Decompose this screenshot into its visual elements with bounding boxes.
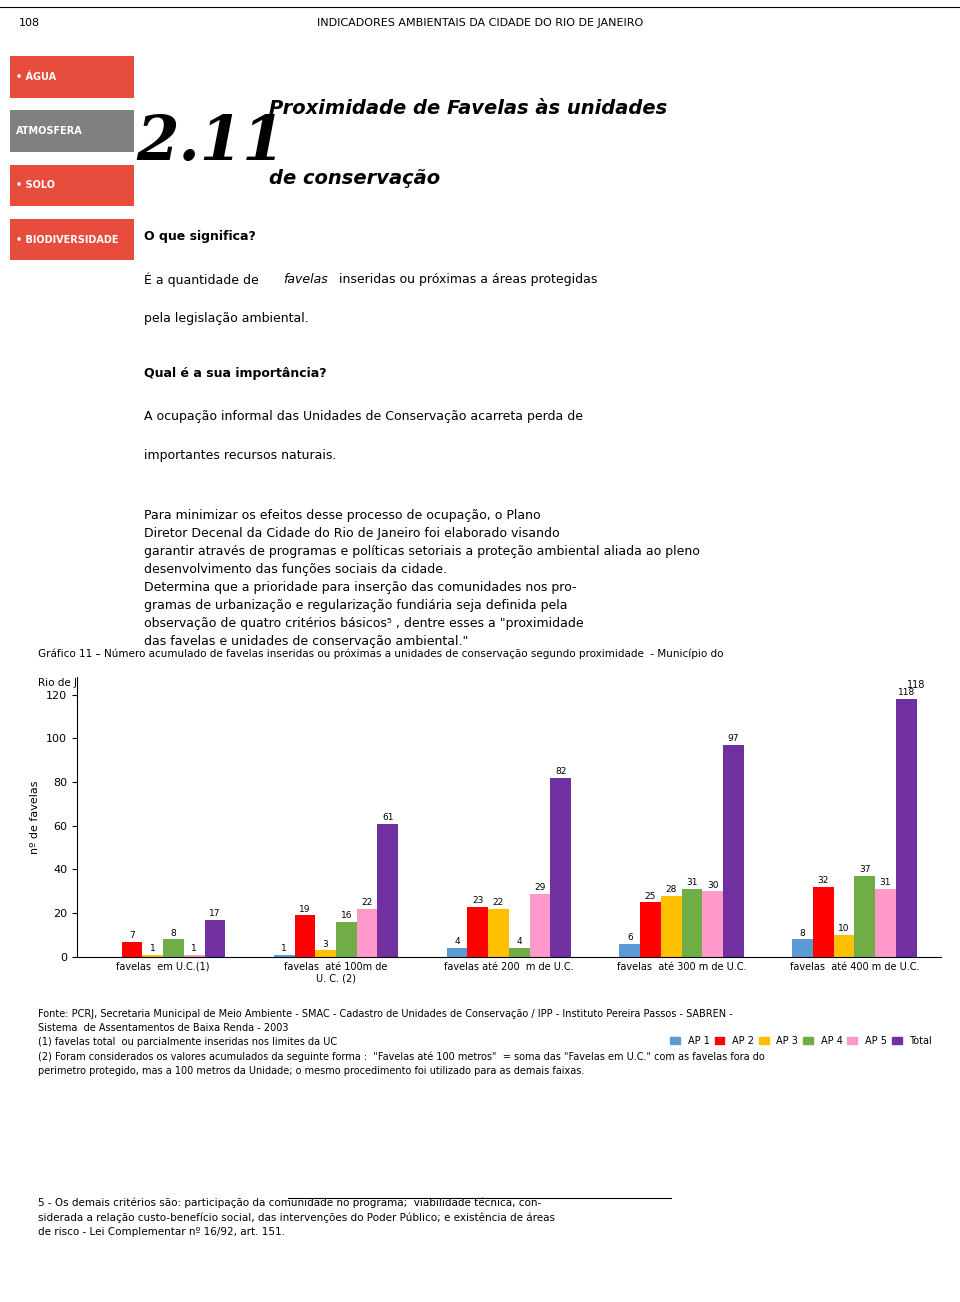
Bar bbox=[682, 889, 703, 957]
Y-axis label: nº de favelas: nº de favelas bbox=[31, 780, 40, 854]
Bar bbox=[530, 893, 550, 957]
Bar bbox=[295, 915, 315, 957]
Text: 3: 3 bbox=[323, 940, 328, 949]
Bar bbox=[204, 919, 226, 957]
Bar bbox=[142, 954, 163, 957]
Text: 19: 19 bbox=[300, 905, 311, 914]
Text: Fonte: PCRJ, Secretaria Municipal de Meio Ambiente - SMAC - Cadastro de Unidades: Fonte: PCRJ, Secretaria Municipal de Mei… bbox=[38, 1009, 765, 1075]
Bar bbox=[122, 941, 142, 957]
Text: 118: 118 bbox=[907, 680, 925, 690]
Bar bbox=[813, 887, 833, 957]
Text: 31: 31 bbox=[879, 879, 891, 888]
Text: 22: 22 bbox=[492, 898, 504, 907]
Text: INDICADORES AMBIENTAIS DA CIDADE DO RIO DE JANEIRO: INDICADORES AMBIENTAIS DA CIDADE DO RIO … bbox=[317, 18, 643, 27]
Bar bbox=[833, 935, 854, 957]
Text: 22: 22 bbox=[362, 898, 372, 907]
Text: 1: 1 bbox=[150, 944, 156, 953]
Text: de conservação: de conservação bbox=[269, 169, 440, 189]
Text: 37: 37 bbox=[859, 866, 871, 875]
Text: Rio de Janeiro – 2003.: Rio de Janeiro – 2003. bbox=[38, 678, 152, 687]
Text: É a quantidade de: É a quantidade de bbox=[144, 273, 263, 288]
Bar bbox=[357, 909, 377, 957]
Bar bbox=[509, 948, 530, 957]
Text: 1: 1 bbox=[281, 944, 287, 953]
Text: 4: 4 bbox=[454, 937, 460, 947]
Text: 97: 97 bbox=[728, 734, 739, 743]
Bar bbox=[896, 699, 917, 957]
Text: Gráfico 11 – Número acumulado de favelas inseridas ou próximas a unidades de con: Gráfico 11 – Número acumulado de favelas… bbox=[38, 648, 724, 659]
Text: 108: 108 bbox=[19, 18, 40, 27]
FancyBboxPatch shape bbox=[10, 56, 134, 98]
Bar bbox=[854, 876, 876, 957]
Bar bbox=[550, 777, 571, 957]
Text: 25: 25 bbox=[645, 892, 657, 901]
Bar bbox=[488, 909, 509, 957]
Bar bbox=[703, 892, 723, 957]
Text: 5 - Os demais critérios são: participação da comunidade no programa;  viabilidad: 5 - Os demais critérios são: participaçã… bbox=[38, 1198, 556, 1237]
Text: inseridas ou próximas a áreas protegidas: inseridas ou próximas a áreas protegidas bbox=[339, 273, 597, 286]
Text: 23: 23 bbox=[472, 896, 484, 905]
Text: A ocupação informal das Unidades de Conservação acarreta perda de: A ocupação informal das Unidades de Cons… bbox=[144, 410, 583, 423]
Text: 61: 61 bbox=[382, 812, 394, 822]
Text: 7: 7 bbox=[130, 931, 135, 940]
FancyBboxPatch shape bbox=[10, 219, 134, 260]
Text: 10: 10 bbox=[838, 924, 850, 934]
Bar bbox=[274, 954, 295, 957]
Legend: AP 1, AP 2, AP 3, AP 4, AP 5, Total: AP 1, AP 2, AP 3, AP 4, AP 5, Total bbox=[666, 1032, 936, 1051]
Text: 30: 30 bbox=[707, 880, 718, 889]
Bar bbox=[163, 940, 184, 957]
Text: 1: 1 bbox=[191, 944, 197, 953]
Text: 118: 118 bbox=[898, 689, 915, 697]
Text: 6: 6 bbox=[627, 934, 633, 943]
Text: 28: 28 bbox=[665, 885, 677, 894]
Bar bbox=[336, 922, 357, 957]
Text: 16: 16 bbox=[341, 911, 352, 921]
Text: importantes recursos naturais.: importantes recursos naturais. bbox=[144, 449, 336, 462]
Text: 32: 32 bbox=[818, 876, 829, 885]
Text: Qual é a sua importância?: Qual é a sua importância? bbox=[144, 367, 326, 380]
Text: 29: 29 bbox=[534, 883, 545, 892]
Bar bbox=[377, 824, 398, 957]
Bar bbox=[660, 896, 682, 957]
Text: Neste sentido, o indicador proposto visa acompanhar a principal
característica d: Neste sentido, o indicador proposto visa… bbox=[144, 733, 556, 781]
Text: • BIODIVERSIDADE: • BIODIVERSIDADE bbox=[15, 234, 118, 245]
Text: 8: 8 bbox=[800, 928, 805, 937]
Bar bbox=[640, 902, 660, 957]
FancyBboxPatch shape bbox=[10, 111, 134, 152]
Text: favelas: favelas bbox=[283, 273, 328, 286]
Bar bbox=[792, 940, 813, 957]
Text: pela legislação ambiental.: pela legislação ambiental. bbox=[144, 311, 309, 324]
Text: ATMOSFERA: ATMOSFERA bbox=[15, 126, 83, 137]
Bar bbox=[723, 745, 744, 957]
Bar bbox=[184, 954, 204, 957]
Text: • ÁGUA: • ÁGUA bbox=[15, 72, 56, 82]
Text: Para minimizar os efeitos desse processo de ocupação, o Plano
Diretor Decenal da: Para minimizar os efeitos desse processo… bbox=[144, 509, 700, 648]
Text: 17: 17 bbox=[209, 909, 221, 918]
Text: Proximidade de Favelas às unidades: Proximidade de Favelas às unidades bbox=[269, 99, 667, 118]
Text: 82: 82 bbox=[555, 767, 566, 776]
Text: • SOLO: • SOLO bbox=[15, 181, 55, 190]
Bar bbox=[876, 889, 896, 957]
Bar bbox=[315, 950, 336, 957]
Text: 31: 31 bbox=[686, 879, 698, 888]
Text: 8: 8 bbox=[171, 928, 177, 937]
Text: 4: 4 bbox=[516, 937, 522, 947]
Text: O que significa?: O que significa? bbox=[144, 230, 256, 243]
Bar bbox=[468, 906, 488, 957]
FancyBboxPatch shape bbox=[10, 164, 134, 206]
Bar bbox=[446, 948, 468, 957]
Bar bbox=[619, 944, 640, 957]
Text: 2.11: 2.11 bbox=[136, 113, 285, 173]
